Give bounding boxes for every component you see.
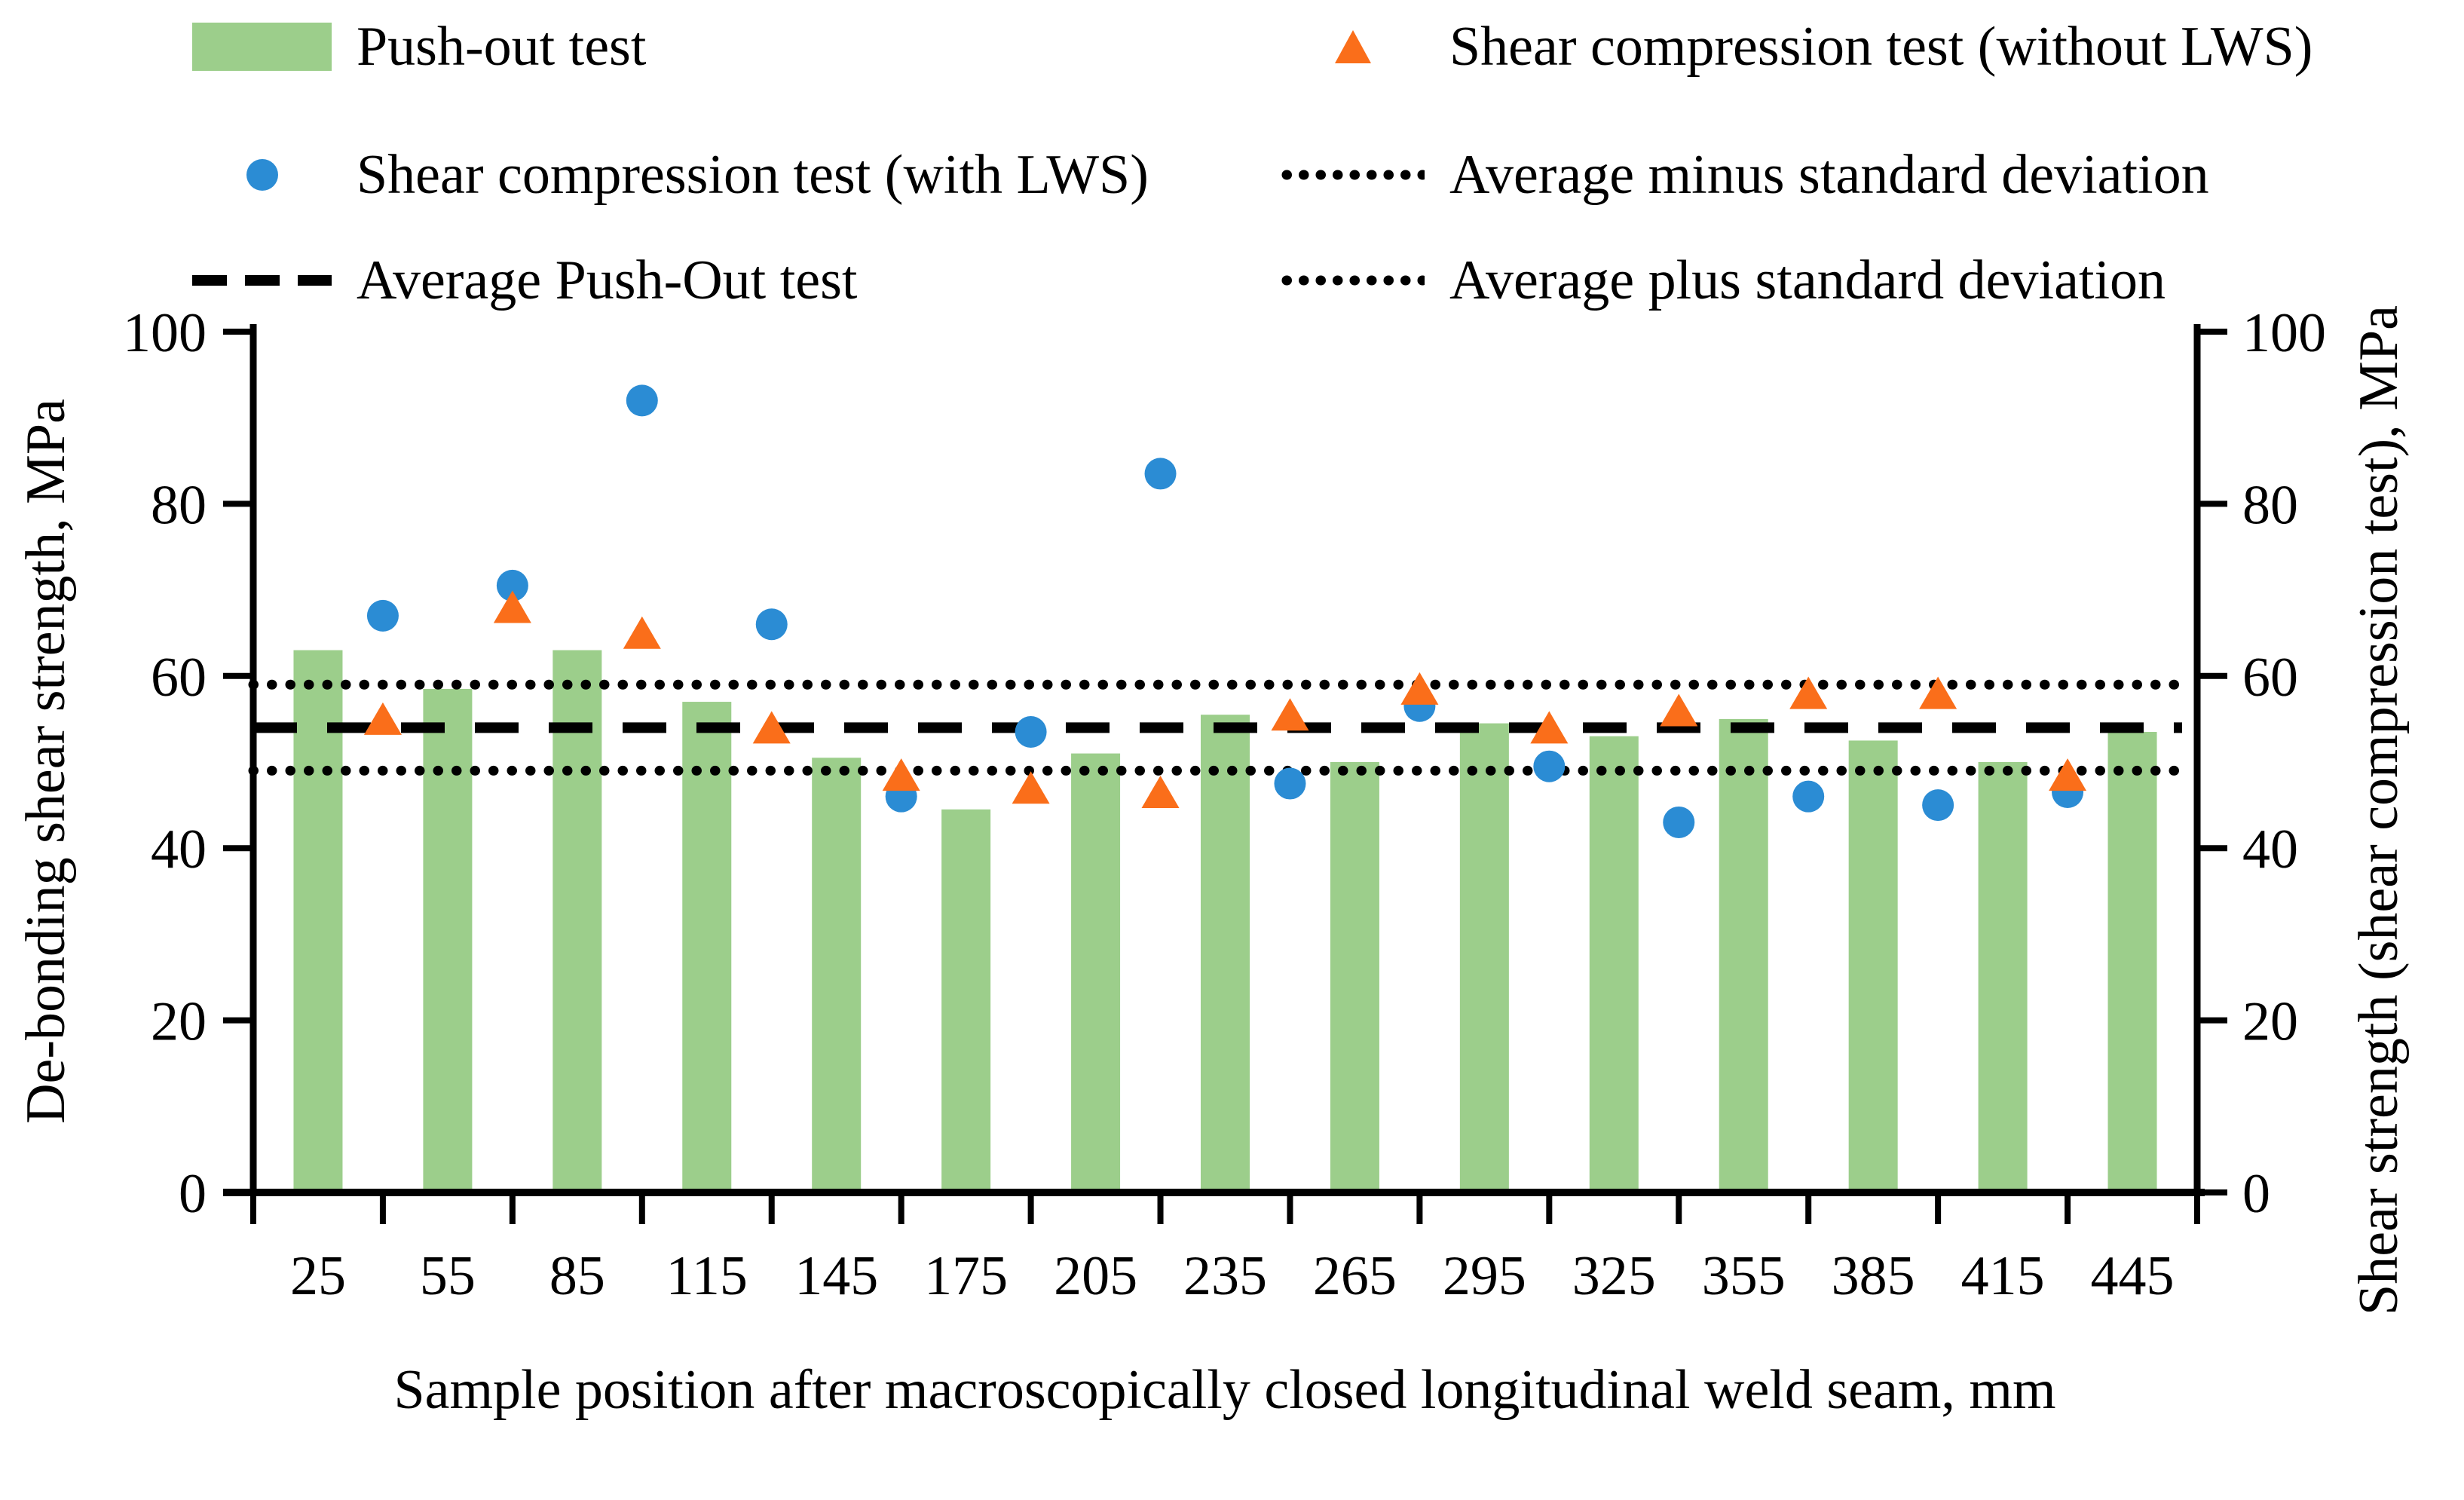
y-tick-label-left: 80: [151, 474, 207, 536]
circle-marker-icon: [192, 157, 332, 193]
x-tick-label: 85: [549, 1245, 605, 1307]
x-tick-label: 175: [924, 1245, 1008, 1307]
x-tick-label: 325: [1572, 1245, 1656, 1307]
triangle-point-160: [882, 758, 920, 791]
x-tick-label: 205: [1054, 1245, 1137, 1307]
legend-label: Average Push-Out test: [357, 249, 858, 311]
bar-385: [1848, 740, 1898, 1192]
y-tick-label-right: 20: [2242, 991, 2298, 1053]
bar-115: [682, 702, 732, 1192]
triangle-point-70: [493, 590, 531, 623]
y-tick-label-left: 40: [151, 819, 207, 880]
bar-295: [1459, 723, 1509, 1192]
bar-415: [1978, 762, 2028, 1192]
triangle-point-250: [1271, 698, 1309, 731]
x-tick-label: 295: [1443, 1245, 1526, 1307]
axes-layer: [223, 324, 2227, 1224]
circle-point-130: [755, 608, 788, 641]
bar-265: [1330, 762, 1379, 1192]
circle-point-250: [1274, 767, 1306, 800]
circle-point-100: [626, 384, 658, 417]
bar-235: [1201, 715, 1250, 1192]
circle-point-310: [1533, 750, 1566, 782]
bar-355: [1719, 718, 1768, 1192]
x-tick-label: 265: [1313, 1245, 1397, 1307]
tick-label-layer: 0 0 20 20 40 40 60 60 80 80 100 100 25 55 85 115 145 175 2…: [123, 302, 2326, 1307]
x-tick-label: 355: [1702, 1245, 1786, 1307]
y-tick-label-right: 100: [2242, 302, 2326, 364]
circle-point-340: [1663, 806, 1695, 838]
triangle-point-190: [1012, 771, 1050, 804]
triangle-point-280: [1400, 672, 1439, 705]
reference-lines-layer: [248, 679, 2187, 776]
x-tick-label: 445: [2091, 1245, 2175, 1307]
triangle-marker-icon: [1281, 28, 1425, 66]
x-axis-title: Sample position after macroscopically cl…: [393, 1359, 2055, 1421]
x-tick-label: 235: [1183, 1245, 1267, 1307]
x-tick-label: 25: [290, 1245, 346, 1307]
circle-point-190: [1015, 716, 1047, 748]
circle-point-370: [1792, 780, 1825, 813]
y-tick-label-left: 60: [151, 647, 207, 709]
y-tick-label-left: 20: [151, 991, 207, 1053]
circle-point-70: [496, 569, 528, 602]
x-tick-label: 55: [420, 1245, 476, 1307]
legend-item-average-minus-sd: Average minus standard deviation: [1281, 140, 2209, 210]
triangle-point-130: [752, 711, 791, 744]
dotted-line-icon: [1281, 167, 1425, 182]
legend-label: Shear compression test (without LWS): [1449, 16, 2313, 78]
y-tick-label-right: 80: [2242, 474, 2298, 536]
bar-swatch-icon: [192, 23, 332, 71]
bar-25: [293, 650, 343, 1192]
dotted-line-icon: [1281, 273, 1425, 288]
y-tick-label-left: 100: [123, 302, 207, 364]
legend-label: Shear compression test (with LWS): [357, 144, 1149, 206]
y-tick-label-left: 0: [179, 1163, 207, 1225]
bar-445: [2107, 732, 2157, 1192]
bar-175: [941, 809, 991, 1192]
bar-85: [552, 650, 602, 1192]
x-tick-label: 115: [666, 1245, 748, 1307]
legend-label: Push-out test: [357, 16, 647, 78]
bar-145: [812, 758, 862, 1192]
y-axis-title-left: De-bonding shear strength, MPa: [15, 399, 77, 1124]
x-tick-label: 415: [1961, 1245, 2045, 1307]
triangle-point-370: [1789, 676, 1828, 709]
triangle-point-220: [1141, 775, 1180, 808]
x-tick-label: 385: [1832, 1245, 1915, 1307]
circle-point-220: [1144, 458, 1177, 490]
bar-55: [423, 688, 473, 1192]
bar-205: [1071, 753, 1121, 1192]
legend-item-average-push-out: Average Push-Out test: [192, 246, 857, 315]
legend-item-shear-with-lws: Shear compression test (with LWS): [192, 140, 1149, 210]
triangle-point-100: [623, 616, 661, 649]
legend-item-push-out-test: Push-out test: [192, 12, 646, 81]
triangle-point-430: [2049, 758, 2087, 791]
triangle-point-400: [1919, 676, 1957, 709]
y-tick-label-right: 40: [2242, 819, 2298, 880]
circle-point-400: [1922, 789, 1954, 822]
legend-label: Average plus standard deviation: [1449, 249, 2166, 311]
triangle-point-310: [1530, 711, 1569, 744]
bar-325: [1589, 736, 1639, 1192]
y-tick-label-right: 0: [2242, 1163, 2270, 1225]
x-tick-label: 145: [794, 1245, 878, 1307]
y-axis-title-right: Shear strength (shear compression test),…: [2348, 305, 2410, 1315]
dashed-line-icon: [192, 273, 332, 288]
markers-layer: [363, 384, 2087, 838]
bars-layer: [293, 650, 2157, 1192]
legend-label: Average minus standard deviation: [1449, 144, 2209, 206]
triangle-point-340: [1660, 693, 1698, 727]
legend-item-shear-without-lws: Shear compression test (without LWS): [1281, 12, 2312, 81]
circle-point-40: [366, 599, 399, 632]
triangle-point-40: [363, 702, 402, 735]
y-tick-label-right: 60: [2242, 647, 2298, 709]
legend-item-average-plus-sd: Average plus standard deviation: [1281, 246, 2166, 315]
